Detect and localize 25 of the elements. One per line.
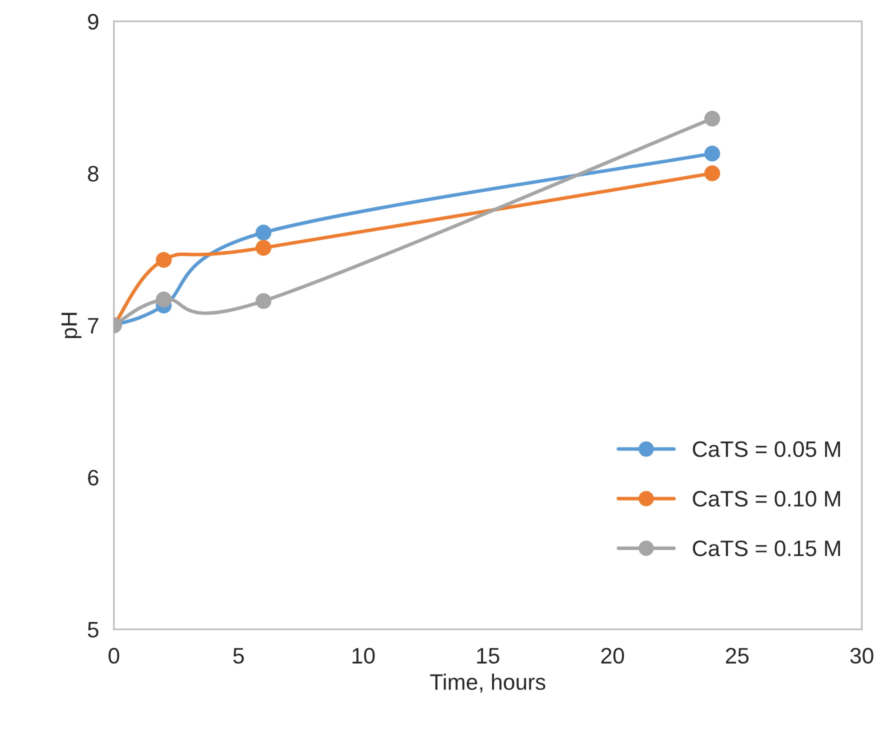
y-axis-title: pH xyxy=(62,312,82,338)
point xyxy=(704,110,720,127)
x-tick-label: 10 xyxy=(352,648,375,664)
point xyxy=(156,292,172,308)
legend-label: CaTS = 0.10 M xyxy=(692,490,840,507)
y-tick-label: 7 xyxy=(88,318,98,334)
x-tick-label: 5 xyxy=(233,648,244,664)
legend-label: CaTS = 0.15 M xyxy=(692,540,840,556)
point xyxy=(256,240,272,256)
x-tick-label: 20 xyxy=(601,648,624,664)
point xyxy=(156,252,172,268)
legend-label: CaTS = 0.05 M xyxy=(692,441,840,458)
x-tick-label: 30 xyxy=(850,648,874,664)
x-tick-label: 0 xyxy=(108,648,120,664)
x-tick-label: 15 xyxy=(477,648,500,664)
x-axis-title: Time, hours xyxy=(430,674,546,693)
y-tick-label: 8 xyxy=(88,166,98,182)
y-tick-label: 9 xyxy=(88,14,98,30)
x-tick-label: 25 xyxy=(726,648,749,664)
point xyxy=(704,146,720,162)
point xyxy=(704,165,720,182)
y-tick-label: 6 xyxy=(88,470,98,486)
y-tick-label: 5 xyxy=(88,622,98,638)
point xyxy=(256,293,272,309)
point xyxy=(256,224,272,241)
